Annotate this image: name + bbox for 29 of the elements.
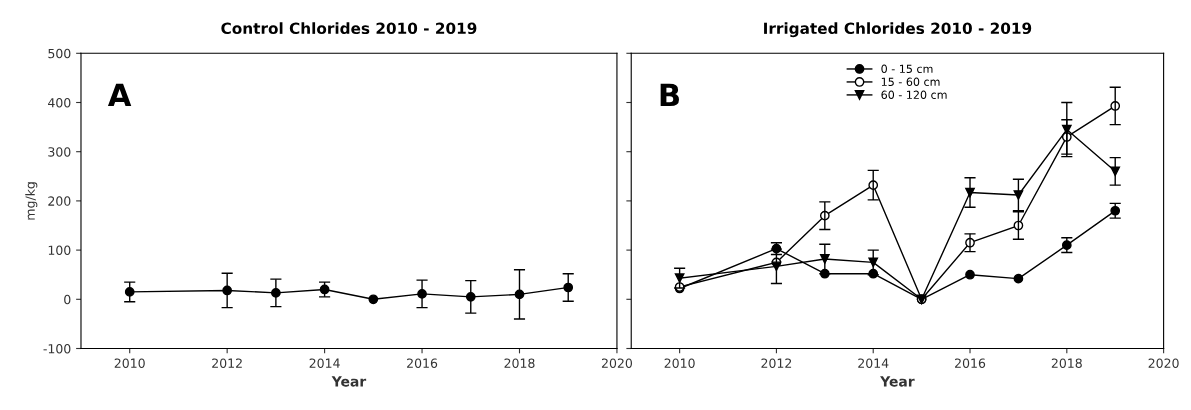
legend-label: 60 - 120 cm xyxy=(881,90,947,99)
x-axis-title: Year xyxy=(880,376,915,387)
x-tick-label: 2010 xyxy=(664,358,695,368)
x-tick-label: 2018 xyxy=(1051,358,1082,368)
y-tick-label: 0 xyxy=(64,294,71,305)
y-axis-title: mg/kg xyxy=(25,182,38,220)
y-tick-label: 100 xyxy=(48,245,71,256)
x-axis-title: Year xyxy=(331,376,367,387)
x-tick-label: 2014 xyxy=(858,358,889,368)
x-tick-label: 2016 xyxy=(407,358,438,368)
y-tick-label: 400 xyxy=(48,97,71,108)
x-tick-label: 2020 xyxy=(601,358,633,368)
x-tick-label: 2018 xyxy=(504,358,535,368)
y-tick-label: 500 xyxy=(48,48,71,59)
x-tick-label: 2012 xyxy=(761,358,792,368)
legend-label: 15 - 60 cm xyxy=(881,77,940,86)
legend-label: 0 - 15 cm xyxy=(881,64,933,74)
x-tick-label: 2016 xyxy=(955,358,986,368)
y-tick-label: 300 xyxy=(48,147,71,157)
annotation: A xyxy=(107,83,132,107)
x-tick-label: 2014 xyxy=(309,358,340,368)
x-tick-label: 2020 xyxy=(1148,358,1179,368)
x-tick-label: 2010 xyxy=(114,358,145,368)
annotation: B xyxy=(660,83,679,107)
chart-title: Control Chlorides 2010 - 2019 xyxy=(221,22,477,35)
chart-title: Irrigated Chlorides 2010 - 2019 xyxy=(764,22,1032,38)
x-tick-label: 2012 xyxy=(212,358,242,368)
y-tick-label: -100 xyxy=(43,343,71,354)
y-tick-label: 200 xyxy=(48,196,71,206)
